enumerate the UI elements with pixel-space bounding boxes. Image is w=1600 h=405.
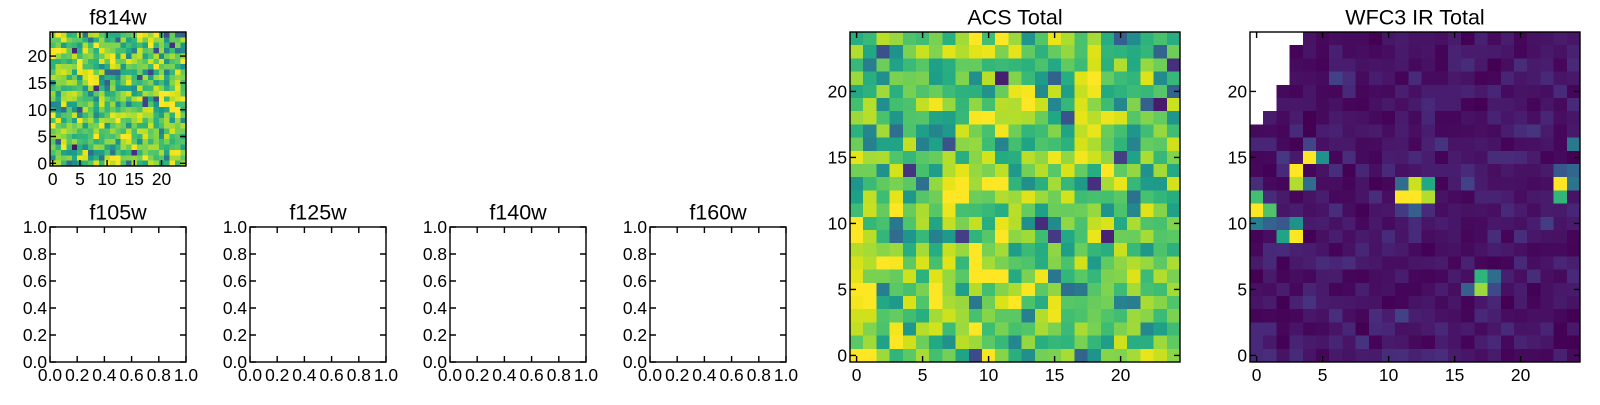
- svg-text:0.6: 0.6: [623, 271, 647, 291]
- svg-text:0.2: 0.2: [665, 365, 689, 385]
- svg-text:20: 20: [1228, 82, 1247, 102]
- svg-text:20: 20: [1511, 365, 1530, 385]
- svg-text:1.0: 1.0: [374, 365, 398, 385]
- svg-text:0.6: 0.6: [423, 271, 447, 291]
- svg-text:0: 0: [852, 365, 862, 385]
- svg-text:0.6: 0.6: [320, 365, 344, 385]
- svg-text:0: 0: [837, 346, 847, 366]
- svg-text:0.4: 0.4: [23, 298, 48, 318]
- svg-text:1.0: 1.0: [223, 217, 247, 237]
- svg-text:0.4: 0.4: [423, 298, 448, 318]
- svg-text:15: 15: [1445, 365, 1464, 385]
- svg-text:1.0: 1.0: [623, 217, 647, 237]
- svg-text:0.2: 0.2: [465, 365, 489, 385]
- svg-text:0.8: 0.8: [623, 244, 647, 264]
- svg-text:f814w: f814w: [89, 6, 147, 30]
- svg-text:15: 15: [125, 169, 144, 189]
- svg-text:10: 10: [97, 169, 116, 189]
- svg-text:0.8: 0.8: [147, 365, 171, 385]
- svg-text:5: 5: [837, 280, 847, 300]
- svg-text:0.4: 0.4: [692, 365, 717, 385]
- svg-text:0.2: 0.2: [65, 365, 89, 385]
- svg-text:10: 10: [979, 365, 998, 385]
- svg-text:20: 20: [152, 169, 171, 189]
- svg-text:0: 0: [1252, 365, 1262, 385]
- svg-text:f160w: f160w: [689, 201, 747, 225]
- svg-text:1.0: 1.0: [174, 365, 198, 385]
- svg-text:0.0: 0.0: [638, 365, 662, 385]
- svg-text:1.0: 1.0: [423, 217, 447, 237]
- svg-text:10: 10: [1379, 365, 1398, 385]
- svg-text:0.4: 0.4: [223, 298, 248, 318]
- svg-text:10: 10: [28, 100, 47, 120]
- svg-text:20: 20: [28, 46, 47, 66]
- svg-text:0.0: 0.0: [38, 365, 62, 385]
- svg-text:5: 5: [1237, 280, 1247, 300]
- svg-text:0.2: 0.2: [265, 365, 289, 385]
- svg-text:f140w: f140w: [489, 201, 547, 225]
- svg-text:0.0: 0.0: [223, 352, 247, 372]
- svg-text:0.6: 0.6: [23, 271, 47, 291]
- svg-text:5: 5: [37, 127, 47, 147]
- svg-text:20: 20: [1111, 365, 1130, 385]
- svg-text:0.8: 0.8: [347, 365, 371, 385]
- svg-text:5: 5: [75, 169, 85, 189]
- svg-text:1.0: 1.0: [23, 217, 47, 237]
- svg-text:0.8: 0.8: [423, 244, 447, 264]
- svg-text:0.8: 0.8: [547, 365, 571, 385]
- svg-text:f125w: f125w: [289, 201, 347, 225]
- svg-text:0: 0: [1237, 346, 1247, 366]
- svg-text:15: 15: [28, 73, 47, 93]
- svg-text:0.4: 0.4: [92, 365, 117, 385]
- svg-text:1.0: 1.0: [774, 365, 798, 385]
- svg-text:0.6: 0.6: [720, 365, 744, 385]
- svg-text:15: 15: [828, 148, 847, 168]
- svg-text:5: 5: [1318, 365, 1328, 385]
- svg-text:0.4: 0.4: [623, 298, 648, 318]
- svg-text:f105w: f105w: [89, 201, 147, 225]
- svg-text:10: 10: [1228, 214, 1247, 234]
- svg-text:0.2: 0.2: [623, 325, 647, 345]
- svg-text:0.0: 0.0: [438, 365, 462, 385]
- svg-text:0.2: 0.2: [423, 325, 447, 345]
- svg-text:0.0: 0.0: [423, 352, 447, 372]
- svg-text:20: 20: [828, 82, 847, 102]
- svg-text:0.4: 0.4: [492, 365, 517, 385]
- svg-text:0.6: 0.6: [120, 365, 144, 385]
- svg-text:ACS Total: ACS Total: [967, 6, 1062, 30]
- svg-text:0: 0: [37, 153, 47, 173]
- svg-text:0.0: 0.0: [238, 365, 262, 385]
- svg-text:0.0: 0.0: [23, 352, 47, 372]
- svg-text:10: 10: [828, 214, 847, 234]
- svg-text:0.6: 0.6: [223, 271, 247, 291]
- svg-text:0.8: 0.8: [23, 244, 47, 264]
- svg-text:0.8: 0.8: [747, 365, 771, 385]
- svg-text:0.6: 0.6: [520, 365, 544, 385]
- svg-text:5: 5: [918, 365, 928, 385]
- svg-text:0: 0: [48, 169, 58, 189]
- svg-text:15: 15: [1045, 365, 1064, 385]
- svg-text:0.0: 0.0: [623, 352, 647, 372]
- svg-text:0.2: 0.2: [23, 325, 47, 345]
- svg-text:0.4: 0.4: [292, 365, 317, 385]
- svg-text:1.0: 1.0: [574, 365, 598, 385]
- svg-text:0.8: 0.8: [223, 244, 247, 264]
- svg-text:0.2: 0.2: [223, 325, 247, 345]
- svg-text:15: 15: [1228, 148, 1247, 168]
- svg-text:WFC3 IR Total: WFC3 IR Total: [1345, 6, 1484, 30]
